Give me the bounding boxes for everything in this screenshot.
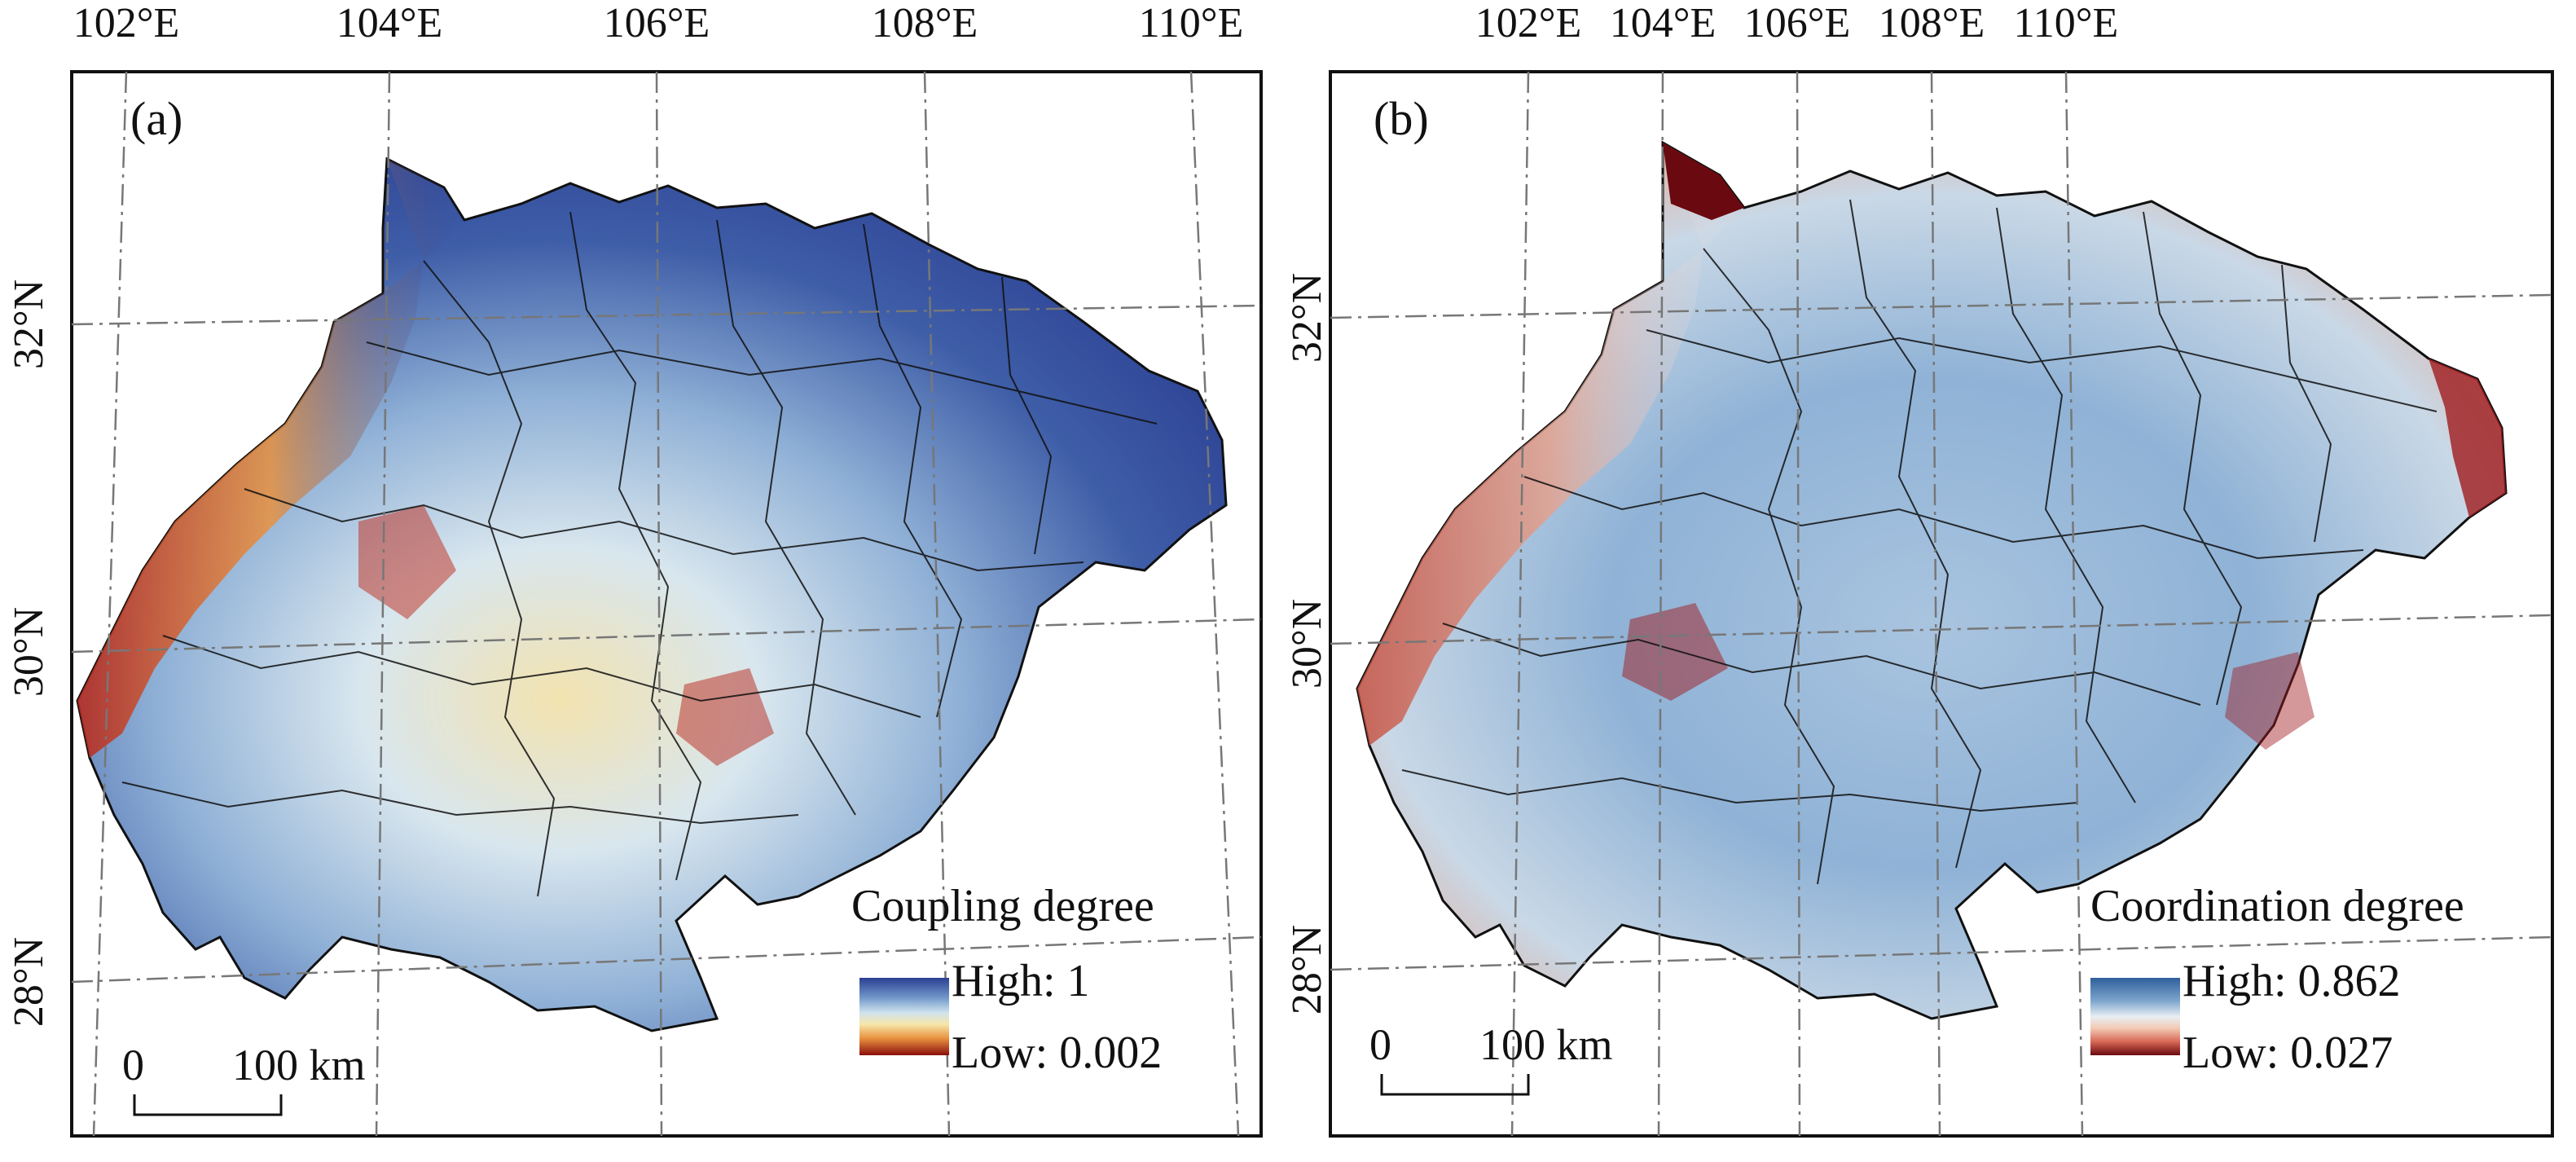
scale-end: 100 km <box>1479 1020 1613 1069</box>
legend-low: Low: 0.002 <box>952 1028 1162 1078</box>
scale-bar-b: 0 100 km <box>1369 1020 1613 1096</box>
map-panel-a: 102°E 104°E 106°E 108°E 110°E 32°N 30°N … <box>6 0 1263 1138</box>
panel-label: (a) <box>130 92 182 145</box>
legend-color-ramp <box>859 978 949 1055</box>
legend-color-ramp <box>2090 978 2180 1055</box>
lon-label: 102°E <box>1475 0 1582 46</box>
lat-label: 28°N <box>6 937 52 1027</box>
lat-label: 28°N <box>1288 925 1330 1015</box>
scale-end: 100 km <box>232 1041 366 1089</box>
panel-label: (b) <box>1374 92 1429 145</box>
legend-title: Coupling degree <box>851 881 1154 931</box>
lat-labels-a: 32°N 30°N 28°N <box>6 279 52 1027</box>
legend-high: High: 1 <box>952 956 1090 1006</box>
lat-label: 32°N <box>6 279 52 369</box>
scale-bar-a: 0 100 km <box>122 1041 366 1116</box>
lon-label: 110°E <box>1139 0 1244 46</box>
legend-low: Low: 0.027 <box>2183 1028 2393 1078</box>
lon-labels-a: 102°E 104°E 106°E 108°E 110°E <box>73 0 1244 46</box>
lon-label: 104°E <box>1610 0 1717 46</box>
lon-label: 104°E <box>336 0 443 46</box>
lon-label: 106°E <box>604 0 710 46</box>
lon-label: 102°E <box>73 0 180 46</box>
lat-labels-b: 32°N 30°N 28°N <box>1288 273 1330 1015</box>
map-panel-b: 102°E 104°E 106°E 108°E 110°E 32°N 30°N … <box>1288 0 2576 1162</box>
scale-zero: 0 <box>1369 1020 1391 1069</box>
legend-high: High: 0.862 <box>2183 956 2401 1006</box>
legend-a: Coupling degree High: 1 Low: 0.002 <box>851 881 1162 1078</box>
lon-label: 108°E <box>872 0 978 46</box>
lon-label: 110°E <box>2014 0 2119 46</box>
legend-b: Coordination degree High: 0.862 Low: 0.0… <box>2090 881 2464 1078</box>
lat-label: 30°N <box>1288 599 1330 689</box>
lon-label: 106°E <box>1744 0 1851 46</box>
lat-label: 30°N <box>6 607 52 697</box>
lat-label: 32°N <box>1288 273 1330 363</box>
graticule-b <box>1330 71 2553 1137</box>
legend-title: Coordination degree <box>2090 881 2464 931</box>
region-map-a <box>76 156 1228 1032</box>
lon-label: 108°E <box>1879 0 1985 46</box>
lon-labels-b: 102°E 104°E 106°E 108°E 110°E <box>1475 0 2119 46</box>
graticule-a <box>71 71 1262 1137</box>
scale-zero: 0 <box>122 1041 144 1089</box>
